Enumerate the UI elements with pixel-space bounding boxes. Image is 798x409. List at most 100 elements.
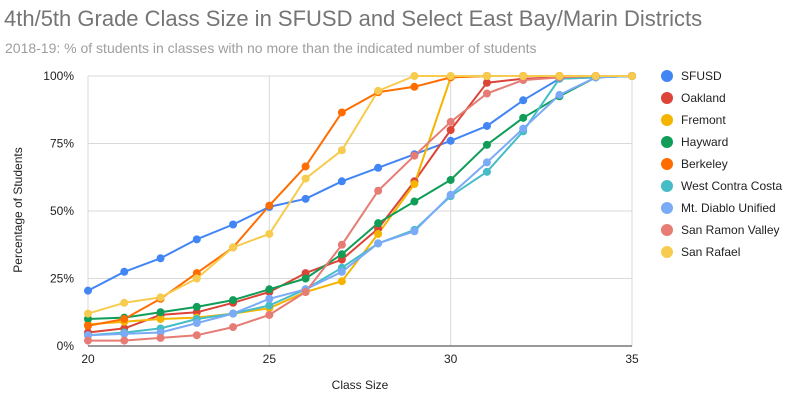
data-point xyxy=(628,72,636,80)
data-point xyxy=(156,333,165,342)
data-point xyxy=(301,194,310,203)
legend-label: Oakland xyxy=(681,91,726,105)
legend-marker xyxy=(661,246,673,258)
data-point xyxy=(337,108,346,117)
data-point xyxy=(229,323,238,332)
data-point xyxy=(555,72,564,80)
data-point xyxy=(482,140,491,149)
legend-label: Berkeley xyxy=(681,157,728,171)
legend-marker xyxy=(661,180,673,192)
x-tick-label: 35 xyxy=(625,352,639,366)
data-point xyxy=(84,309,92,318)
data-point xyxy=(446,72,455,80)
data-point xyxy=(120,336,129,345)
data-point xyxy=(519,113,528,122)
legend-label: Mt. Diablo Unified xyxy=(681,201,776,215)
data-point xyxy=(337,267,346,276)
data-point xyxy=(229,243,238,252)
data-point xyxy=(482,78,491,87)
data-point xyxy=(374,163,383,172)
data-point xyxy=(84,336,92,345)
data-point xyxy=(410,82,419,91)
legend-marker xyxy=(661,92,673,104)
legend-marker xyxy=(661,136,673,148)
legend-label: Fremont xyxy=(681,113,726,127)
data-point xyxy=(446,126,455,134)
data-point xyxy=(337,250,346,259)
data-point xyxy=(410,197,419,206)
legend-marker xyxy=(661,70,673,82)
data-point xyxy=(156,315,165,323)
data-point xyxy=(482,167,491,176)
data-point xyxy=(229,220,238,229)
x-axis-label: Class Size xyxy=(332,378,389,392)
series-lines xyxy=(87,75,633,342)
legend-marker xyxy=(661,114,673,126)
data-point xyxy=(446,136,455,145)
data-point xyxy=(265,301,274,310)
series-line-san-rafael xyxy=(87,75,632,315)
y-tick-label: 100% xyxy=(43,69,74,83)
data-point xyxy=(374,229,383,238)
data-point xyxy=(265,285,274,294)
data-point xyxy=(192,235,201,244)
legend-marker xyxy=(661,158,673,170)
legend: SFUSD Oakland Fremont Hayward Berkeley West C… xyxy=(661,69,782,259)
data-point xyxy=(192,319,201,328)
data-point xyxy=(84,286,92,295)
grid-lines xyxy=(87,75,633,347)
y-axis-label: Percentage of Students xyxy=(11,147,25,272)
data-point xyxy=(301,162,310,171)
data-point xyxy=(337,146,346,155)
data-point xyxy=(192,331,201,340)
data-point xyxy=(374,219,383,228)
legend-label: Hayward xyxy=(681,135,728,149)
y-tick-label: 0% xyxy=(57,339,75,353)
data-point xyxy=(374,86,383,95)
chart-subtitle: 2018-19: % of students in classes with n… xyxy=(5,40,537,56)
data-point xyxy=(410,180,419,188)
data-point xyxy=(337,177,346,186)
x-tick-label: 30 xyxy=(444,352,458,366)
data-point xyxy=(192,274,201,283)
data-point xyxy=(482,158,491,167)
legend-label: San Rafael xyxy=(681,245,740,259)
series-line-berkeley xyxy=(87,75,632,327)
series-line-mt-diablo-unified xyxy=(87,75,633,337)
y-axis-ticks: 0% 25% 50% 75% 100% xyxy=(43,69,74,353)
data-point xyxy=(374,239,383,248)
data-point xyxy=(156,293,165,302)
chart-title: 4th/5th Grade Class Size in SFUSD and Se… xyxy=(4,6,703,31)
series-line-san-ramon-valley xyxy=(88,75,632,342)
data-point xyxy=(482,89,491,98)
data-point xyxy=(446,175,455,184)
data-point xyxy=(265,201,274,210)
data-point xyxy=(120,298,129,307)
y-tick-label: 75% xyxy=(50,137,74,151)
series-points xyxy=(84,72,636,345)
data-point xyxy=(337,277,346,286)
data-point xyxy=(156,254,165,263)
data-point xyxy=(84,321,92,330)
y-tick-label: 25% xyxy=(50,272,74,286)
data-point xyxy=(120,315,129,323)
data-point xyxy=(301,174,310,183)
series-line-fremont xyxy=(87,75,632,326)
legend-label: West Contra Costa xyxy=(681,179,782,193)
legend-marker xyxy=(661,224,673,236)
data-point xyxy=(410,151,419,160)
data-point xyxy=(337,240,346,249)
data-point xyxy=(229,296,238,305)
data-point xyxy=(192,302,201,311)
data-point xyxy=(265,310,274,319)
data-point xyxy=(301,288,310,296)
data-point xyxy=(229,309,238,318)
series-line-oakland xyxy=(87,75,632,334)
data-point xyxy=(265,294,274,303)
data-point xyxy=(374,186,383,195)
data-point xyxy=(555,90,564,99)
data-point xyxy=(120,329,129,338)
series-line-hayward xyxy=(87,75,633,320)
data-point xyxy=(482,121,491,130)
